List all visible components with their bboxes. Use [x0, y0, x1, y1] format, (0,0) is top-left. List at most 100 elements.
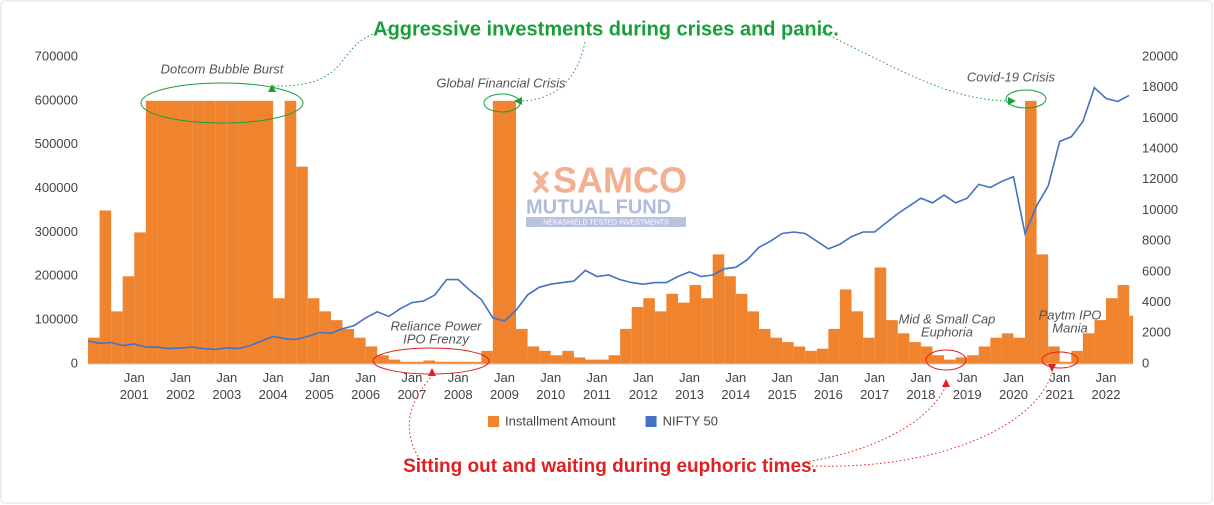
- bar: [215, 100, 227, 364]
- x-tick-label: Jan 2011: [583, 370, 611, 402]
- bar: [469, 361, 482, 364]
- legend-label: Installment Amount: [505, 413, 616, 428]
- bar: [504, 100, 517, 364]
- highlight-ellipse: [925, 349, 967, 371]
- highlight-ellipse: [140, 82, 304, 124]
- bar: [932, 355, 945, 364]
- bar: [782, 342, 794, 364]
- x-tick-label: Jan 2001: [120, 370, 149, 402]
- line: [87, 86, 1130, 351]
- bar: [180, 100, 193, 364]
- y-tick-label: 300000: [35, 224, 78, 239]
- bar: [157, 100, 169, 364]
- bar: [816, 348, 829, 364]
- bar: [863, 337, 875, 364]
- annotation: Covid-19 Crisis: [967, 69, 1056, 84]
- bar: [238, 100, 250, 364]
- bar: [886, 320, 898, 364]
- x-tick-label: Jan 2010: [536, 370, 565, 402]
- bar: [1013, 337, 1026, 364]
- bar: [978, 346, 991, 364]
- y2-tick-label: 0: [1142, 355, 1149, 370]
- y2-tick-label: 8000: [1142, 233, 1171, 248]
- bar: [354, 337, 366, 364]
- y2-tick-label: 12000: [1142, 171, 1178, 186]
- x-tick-label: Jan 2015: [768, 370, 797, 402]
- bar: [99, 210, 112, 364]
- annotation: Dotcom Bubble Burst: [161, 61, 285, 76]
- bar: [851, 311, 864, 364]
- legend-swatch: [645, 416, 657, 427]
- y-tick-label: 100000: [35, 312, 78, 327]
- arrow-head: [514, 97, 522, 105]
- x-tick-label: Jan 2013: [675, 370, 704, 402]
- bar: [747, 311, 759, 364]
- bar: [145, 100, 158, 364]
- bar: [1129, 315, 1133, 364]
- watermark-band: [526, 217, 686, 227]
- bar: [550, 355, 563, 364]
- x-tick-label: Jan 2018: [906, 370, 935, 402]
- y-tick-label: 400000: [35, 180, 78, 195]
- highlight-ellipse: [1041, 351, 1079, 369]
- bar: [758, 328, 771, 364]
- bar: [168, 100, 181, 364]
- bar: [689, 285, 702, 364]
- x-tick-label: Jan 2021: [1045, 370, 1074, 402]
- bar: [643, 298, 655, 364]
- bar: [411, 361, 424, 364]
- bar: [724, 276, 736, 364]
- y2-tick-label: 14000: [1142, 141, 1178, 156]
- logo-icon: [532, 170, 550, 194]
- bar: [585, 359, 598, 364]
- bar: [365, 346, 378, 364]
- arrow-head: [942, 379, 950, 387]
- x-tick-label: Jan 2008: [444, 370, 473, 402]
- bar: [944, 359, 956, 364]
- watermark-subtitle: MUTUAL FUND: [526, 196, 671, 218]
- y2-tick-label: 18000: [1142, 79, 1178, 94]
- bar: [1025, 100, 1037, 364]
- x-tick-label: Jan 2012: [629, 370, 658, 402]
- x-tick-label: Jan 2020: [999, 370, 1028, 402]
- bar: [423, 360, 436, 364]
- bar: [296, 166, 308, 364]
- bar: [608, 355, 621, 364]
- annotation: Paytm IPO: [1039, 307, 1102, 322]
- annotation: Mania: [1052, 320, 1087, 335]
- bar: [342, 328, 355, 364]
- legend-swatch: [488, 416, 499, 427]
- bar: [492, 100, 505, 364]
- bar: [134, 232, 146, 364]
- bar: [1036, 254, 1049, 364]
- bar: [620, 328, 632, 364]
- bar: [1059, 361, 1072, 364]
- bar: [654, 311, 667, 364]
- y2-tick-label: 4000: [1142, 294, 1171, 309]
- bar: [539, 350, 551, 364]
- x-tick-label: Jan 2005: [305, 370, 334, 402]
- bar: [226, 100, 239, 364]
- annotation: Reliance Power: [390, 318, 482, 333]
- arrow-head: [428, 368, 436, 376]
- x-tick-label: Jan 2006: [351, 370, 380, 402]
- annotation: Mid & Small Cap: [899, 311, 996, 326]
- y-tick-label: 700000: [35, 48, 78, 63]
- bar: [828, 328, 840, 364]
- bar: [111, 311, 123, 364]
- bar: [88, 337, 100, 364]
- x-tick-label: Jan 2014: [721, 370, 750, 402]
- x-tick-label: Jan 2003: [212, 370, 241, 402]
- x-tick-label: Jan 2016: [814, 370, 843, 402]
- bar: [1106, 298, 1118, 364]
- y2-tick-label: 10000: [1142, 202, 1178, 217]
- bar: [527, 346, 540, 364]
- bar: [400, 361, 412, 364]
- y2-tick-label: 20000: [1142, 48, 1178, 63]
- bar: [446, 361, 459, 364]
- x-tick-label: Jan 2004: [259, 370, 288, 402]
- arrow-head: [1008, 97, 1016, 105]
- bar: [701, 298, 713, 364]
